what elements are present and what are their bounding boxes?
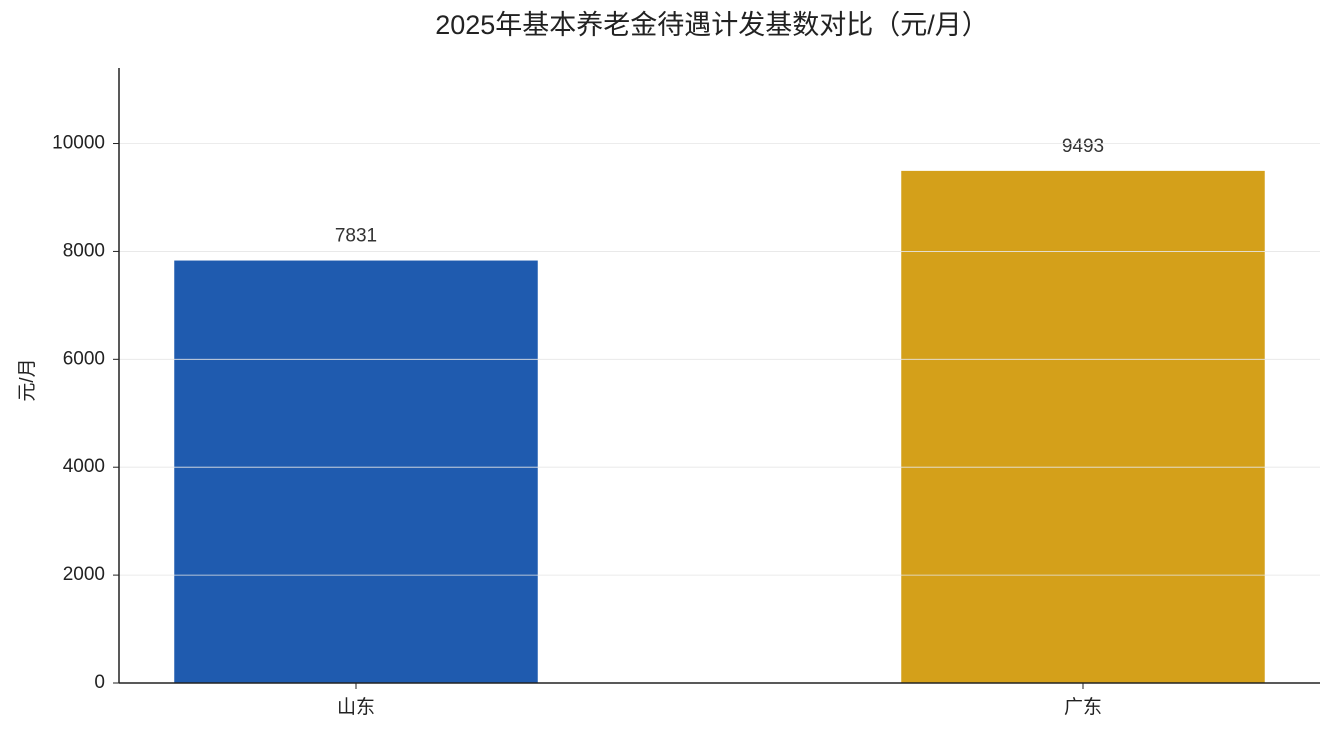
value-label: 9493 — [1062, 136, 1104, 157]
y-tick-label: 4000 — [63, 456, 105, 477]
y-tick-label: 8000 — [63, 240, 105, 261]
chart-title: 2025年基本养老金待遇计发基数对比（元/月） — [435, 10, 989, 40]
y-tick-label: 10000 — [52, 133, 105, 154]
bar — [174, 260, 538, 683]
y-tick-label: 2000 — [63, 564, 105, 585]
y-axis-label: 元/月 — [17, 358, 38, 401]
x-tick-label: 山东 — [337, 696, 375, 718]
y-tick-label: 6000 — [63, 348, 105, 369]
x-tick-label: 广东 — [1064, 696, 1102, 718]
bar — [901, 170, 1265, 683]
value-label: 7831 — [335, 226, 377, 247]
y-tick-label: 0 — [94, 672, 105, 693]
